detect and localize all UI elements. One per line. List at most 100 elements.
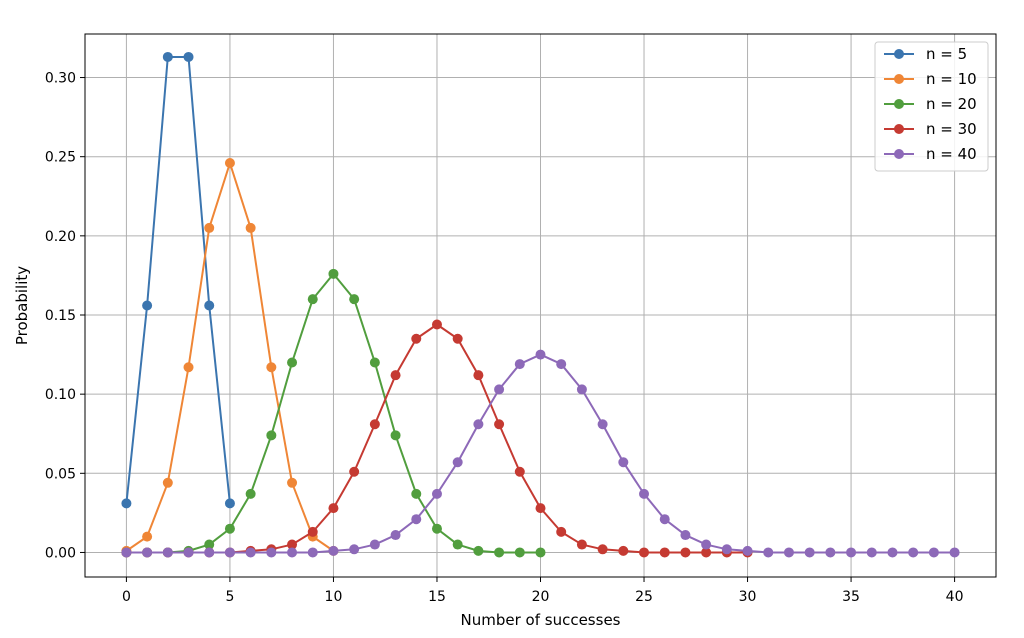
legend-marker — [894, 149, 904, 159]
x-tick-label: 0 — [122, 589, 131, 605]
data-point — [224, 523, 235, 534]
data-point — [556, 359, 567, 370]
legend-label: n = 40 — [926, 145, 977, 163]
data-point — [390, 530, 401, 541]
data-point — [556, 526, 567, 537]
data-point — [494, 547, 505, 558]
legend-box — [874, 41, 989, 172]
axis-ticks: 0 5 10 15 20 25 30 35 40 0.00 0.05 0.10 0.15 0.20 0.25… — [45, 71, 964, 605]
data-point — [287, 357, 298, 368]
data-point — [411, 514, 422, 525]
data-point — [287, 547, 298, 558]
data-point — [328, 545, 339, 556]
data-point — [142, 531, 153, 542]
legend-marker — [894, 74, 904, 84]
legend-item: n = 20 — [884, 95, 977, 113]
data-point — [390, 430, 401, 441]
series-n-5 — [121, 51, 235, 509]
data-point — [204, 300, 215, 311]
data-point — [618, 545, 629, 556]
data-point — [887, 547, 898, 558]
y-tick-label: 0.05 — [45, 466, 76, 482]
x-tick-label: 35 — [842, 589, 860, 605]
legend-label: n = 10 — [926, 70, 977, 88]
legend-marker — [894, 124, 904, 134]
data-point — [411, 333, 422, 344]
data-point — [866, 547, 877, 558]
data-point — [307, 547, 318, 558]
legend-item: n = 10 — [884, 70, 977, 88]
data-point — [121, 547, 132, 558]
data-point — [473, 545, 484, 556]
data-point — [245, 222, 256, 233]
data-point — [576, 384, 587, 395]
data-point — [369, 357, 380, 368]
legend-label: n = 5 — [926, 45, 967, 63]
data-point — [514, 547, 525, 558]
x-tick-label: 20 — [532, 589, 550, 605]
data-point — [763, 547, 774, 558]
x-tick-label: 5 — [225, 589, 234, 605]
data-point — [349, 294, 360, 305]
legend-label: n = 30 — [926, 120, 977, 138]
data-point — [162, 477, 173, 488]
data-point — [949, 547, 960, 558]
data-point — [204, 222, 215, 233]
y-tick-label: 0.10 — [45, 387, 76, 403]
data-point — [535, 547, 546, 558]
data-point — [328, 503, 339, 514]
data-point — [266, 430, 277, 441]
legend-marker — [894, 99, 904, 109]
y-tick-label: 0.00 — [45, 545, 76, 561]
data-point — [639, 488, 650, 499]
data-point — [307, 526, 318, 537]
data-point — [514, 466, 525, 477]
data-point — [183, 51, 194, 62]
data-point — [121, 498, 132, 509]
data-point — [825, 547, 836, 558]
series-layer — [121, 51, 960, 558]
data-point — [183, 547, 194, 558]
x-tick-label: 40 — [946, 589, 964, 605]
data-point — [266, 362, 277, 373]
data-point — [721, 544, 732, 555]
y-tick-label: 0.30 — [45, 71, 76, 87]
data-point — [162, 51, 173, 62]
data-point — [804, 547, 815, 558]
data-point — [224, 158, 235, 169]
data-point — [659, 514, 670, 525]
data-point — [224, 547, 235, 558]
data-point — [328, 268, 339, 279]
data-point — [204, 547, 215, 558]
data-point — [908, 547, 919, 558]
series-line — [125, 55, 231, 504]
data-point — [411, 488, 422, 499]
data-point — [349, 466, 360, 477]
x-tick-label: 30 — [739, 589, 757, 605]
y-tick-label: 0.25 — [45, 150, 76, 166]
data-point — [680, 547, 691, 558]
data-point — [452, 333, 463, 344]
y-tick-label: 0.15 — [45, 308, 76, 324]
legend: n = 5 n = 10 n = 20 n = 30 n = 40 — [874, 41, 989, 172]
data-point — [204, 539, 215, 550]
data-point — [431, 319, 442, 330]
legend-item: n = 40 — [884, 145, 977, 163]
legend-marker — [894, 49, 904, 59]
x-axis-label: Number of successes — [461, 611, 621, 629]
data-point — [287, 539, 298, 550]
data-point — [183, 362, 194, 373]
data-point — [431, 523, 442, 534]
data-point — [576, 539, 587, 550]
data-point — [349, 544, 360, 555]
data-point — [224, 498, 235, 509]
legend-item: n = 5 — [884, 45, 967, 63]
data-point — [494, 384, 505, 395]
x-tick-label: 25 — [635, 589, 653, 605]
series-n-40 — [121, 349, 960, 558]
data-point — [307, 294, 318, 305]
data-point — [701, 547, 712, 558]
data-point — [618, 457, 629, 468]
